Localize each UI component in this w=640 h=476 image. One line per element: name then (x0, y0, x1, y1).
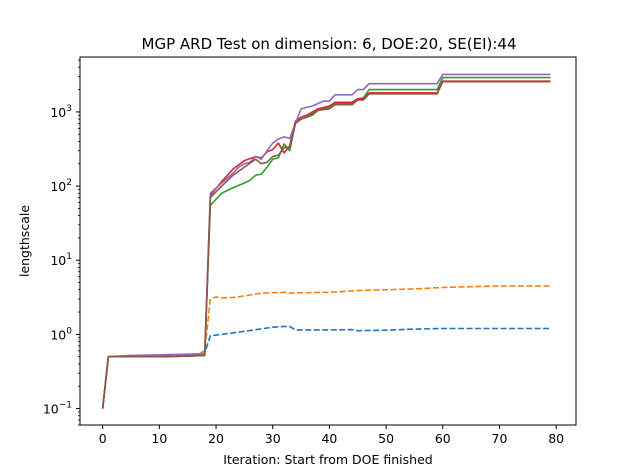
y-tick-label: 102 (50, 178, 72, 194)
x-axis-label: Iteration: Start from DOE finished (223, 452, 432, 467)
y-tick-label: 101 (50, 252, 72, 268)
x-tick-label: 20 (208, 431, 224, 446)
y-axis-label: lengthscale (17, 205, 32, 277)
y-tick-label: 100 (50, 326, 72, 342)
x-tick-label: 80 (548, 431, 564, 446)
x-tick-label: 0 (99, 431, 107, 446)
x-tick-label: 60 (435, 431, 451, 446)
x-axis: 0 10 20 30 40 50 60 70 80 (99, 425, 564, 446)
plot-frame (79, 56, 577, 426)
x-tick-label: 50 (378, 431, 394, 446)
plot-area (101, 73, 551, 409)
chart-title: MGP ARD Test on dimension: 6, DOE:20, SE… (142, 35, 517, 53)
x-tick-label: 40 (321, 431, 337, 446)
x-tick-label: 70 (492, 431, 508, 446)
series-line-6 (101, 80, 551, 409)
x-tick-label: 30 (265, 431, 281, 446)
y-tick-label: 10−1 (43, 401, 72, 417)
x-tick-label: 10 (151, 431, 167, 446)
y-axis: 10−1 100 101 102 103 (43, 59, 80, 426)
y-tick-label: 103 (50, 104, 72, 120)
